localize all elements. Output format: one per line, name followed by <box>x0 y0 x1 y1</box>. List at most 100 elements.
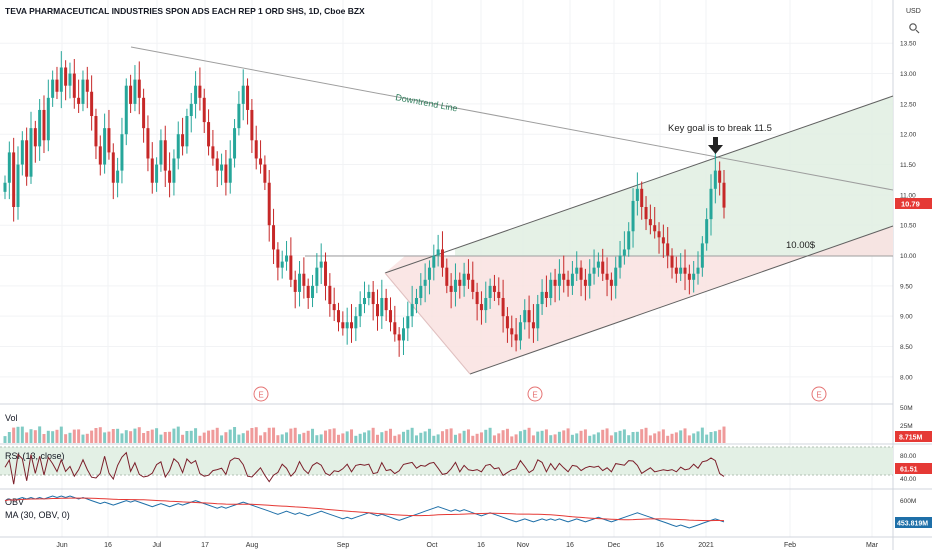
candle[interactable] <box>55 80 58 92</box>
obv-panel[interactable]: OBV MA (30, OBV, 0) 600M 453.819M <box>5 496 932 528</box>
candle[interactable] <box>380 298 383 316</box>
candle[interactable] <box>701 243 704 267</box>
candle[interactable] <box>484 298 487 310</box>
candle[interactable] <box>237 104 240 128</box>
downtrend-line[interactable] <box>131 47 893 190</box>
candle[interactable] <box>363 298 366 304</box>
candle[interactable] <box>675 268 678 274</box>
candle[interactable] <box>285 256 288 262</box>
candle[interactable] <box>714 171 717 189</box>
candle[interactable] <box>463 274 466 286</box>
candle[interactable] <box>246 86 249 110</box>
candle[interactable] <box>16 165 19 207</box>
candle[interactable] <box>519 322 522 340</box>
candle[interactable] <box>385 298 388 310</box>
candle[interactable] <box>60 67 63 91</box>
candle[interactable] <box>649 219 652 225</box>
candle[interactable] <box>489 286 492 298</box>
candle[interactable] <box>151 158 154 182</box>
candle[interactable] <box>64 67 67 85</box>
candle[interactable] <box>4 183 7 192</box>
candle[interactable] <box>198 86 201 98</box>
candle[interactable] <box>506 316 509 328</box>
candle[interactable] <box>233 128 236 158</box>
candle[interactable] <box>51 80 54 98</box>
candle[interactable] <box>94 116 97 146</box>
candle[interactable] <box>346 322 349 328</box>
candle[interactable] <box>42 110 45 140</box>
candle[interactable] <box>216 158 219 170</box>
candle[interactable] <box>250 110 253 140</box>
candle[interactable] <box>554 280 557 286</box>
candle[interactable] <box>723 183 726 208</box>
candle[interactable] <box>86 80 89 92</box>
candle[interactable] <box>623 249 626 255</box>
candle[interactable] <box>29 128 32 177</box>
candle[interactable] <box>281 262 284 268</box>
candle[interactable] <box>627 231 630 249</box>
candle[interactable] <box>359 304 362 316</box>
candle[interactable] <box>536 304 539 328</box>
candle[interactable] <box>333 304 336 310</box>
candle[interactable] <box>164 140 167 170</box>
candle[interactable] <box>138 80 141 98</box>
candle[interactable] <box>428 268 431 280</box>
candle[interactable] <box>21 140 24 164</box>
candle[interactable] <box>8 152 11 182</box>
candle[interactable] <box>229 158 232 182</box>
candle[interactable] <box>194 86 197 104</box>
candle[interactable] <box>619 256 622 268</box>
candle[interactable] <box>640 189 643 207</box>
candle[interactable] <box>541 292 544 304</box>
candle[interactable] <box>129 86 132 104</box>
candle[interactable] <box>593 268 596 274</box>
candle[interactable] <box>588 274 591 286</box>
candle[interactable] <box>68 74 71 86</box>
candle[interactable] <box>125 86 128 135</box>
candle[interactable] <box>211 146 214 158</box>
candle[interactable] <box>12 152 15 207</box>
settings-icon[interactable] <box>910 24 919 33</box>
candle[interactable] <box>424 280 427 286</box>
candle[interactable] <box>515 334 518 340</box>
candle[interactable] <box>432 256 435 268</box>
candle[interactable] <box>571 274 574 286</box>
candle[interactable] <box>142 98 145 128</box>
candle[interactable] <box>597 262 600 268</box>
candle[interactable] <box>155 165 158 183</box>
candle[interactable] <box>437 249 440 255</box>
candle[interactable] <box>294 280 297 292</box>
candle[interactable] <box>203 98 206 122</box>
volume-panel[interactable]: Vol 50M 25M 8.715M <box>4 405 932 443</box>
candle[interactable] <box>220 165 223 171</box>
candle[interactable] <box>458 280 461 286</box>
candle[interactable] <box>601 262 604 274</box>
candle[interactable] <box>337 310 340 322</box>
candle[interactable] <box>77 98 80 104</box>
candle[interactable] <box>73 74 76 98</box>
candle[interactable] <box>181 134 184 146</box>
candle[interactable] <box>705 219 708 243</box>
candle[interactable] <box>580 268 583 280</box>
candle[interactable] <box>185 116 188 146</box>
candle[interactable] <box>658 231 661 237</box>
candle[interactable] <box>146 128 149 158</box>
candle[interactable] <box>107 128 110 152</box>
candle[interactable] <box>606 274 609 280</box>
candle[interactable] <box>190 104 193 116</box>
earnings-event-marker[interactable]: E <box>528 387 542 401</box>
candle[interactable] <box>467 274 470 280</box>
earnings-event-marker[interactable]: E <box>812 387 826 401</box>
candle[interactable] <box>133 80 136 104</box>
candle[interactable] <box>328 286 331 304</box>
candle[interactable] <box>450 286 453 292</box>
candle[interactable] <box>393 322 396 334</box>
candle[interactable] <box>532 322 535 328</box>
candle[interactable] <box>684 268 687 274</box>
candle[interactable] <box>302 274 305 286</box>
candle[interactable] <box>168 171 171 183</box>
candle[interactable] <box>441 249 444 267</box>
